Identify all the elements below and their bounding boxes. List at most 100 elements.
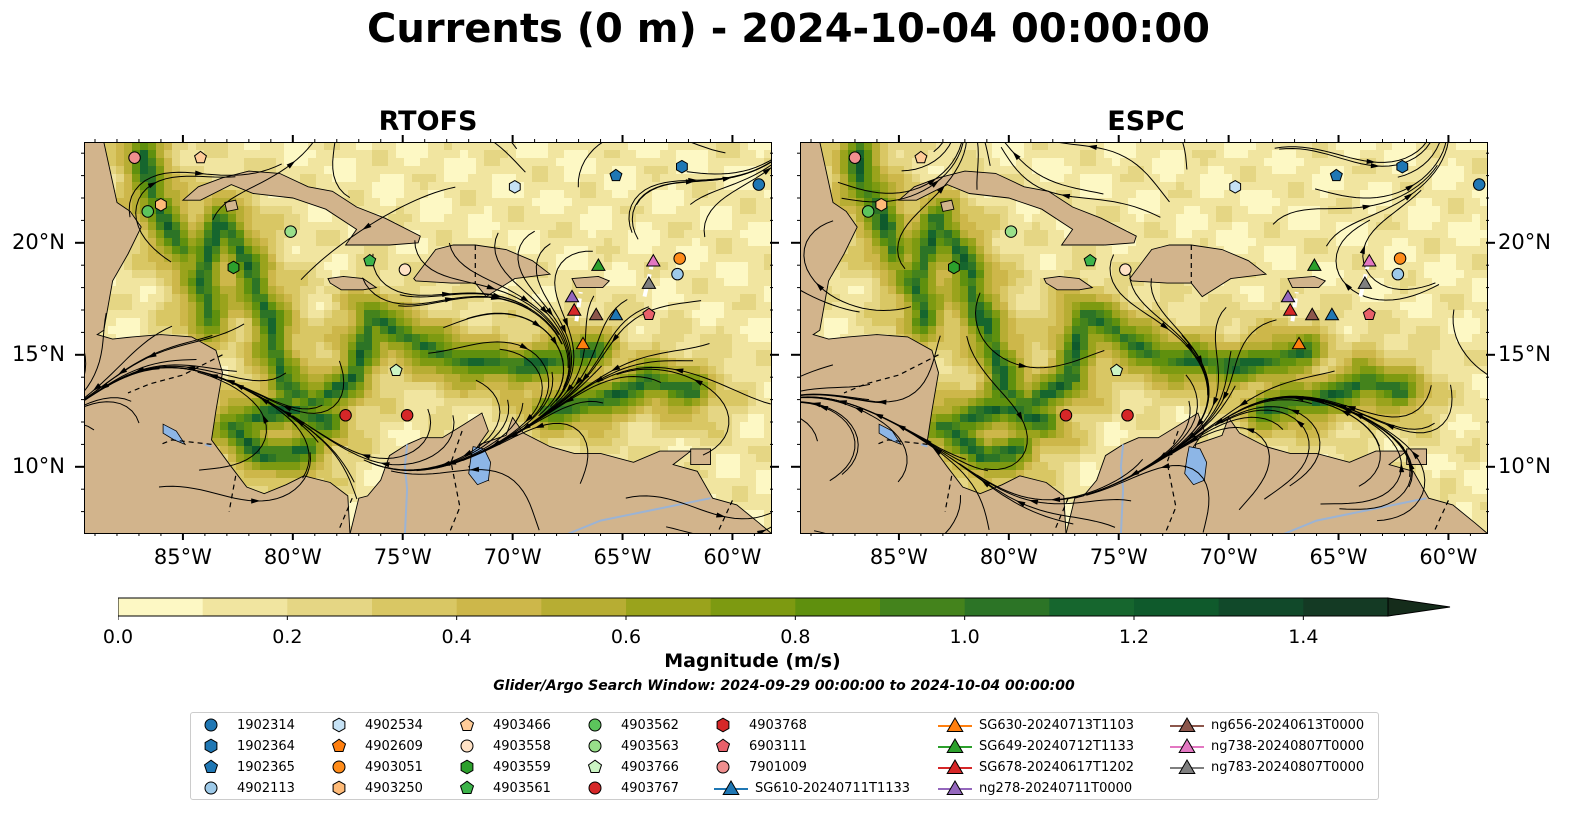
lon-tick-label: 60°W	[703, 545, 762, 569]
marker-4903561[interactable]	[1083, 253, 1097, 267]
marker-ng656[interactable]	[1304, 307, 1320, 321]
legend-marker-icon	[588, 781, 602, 795]
legend-marker-icon	[588, 718, 602, 732]
legend-marker-icon	[204, 738, 218, 754]
marker-4903561[interactable]	[363, 253, 377, 267]
marker-4903766[interactable]	[389, 363, 403, 376]
legend-label: SG649-20240712T1133	[979, 738, 1135, 754]
legend-item: 4903250	[329, 778, 423, 798]
legend-label: ng783-20240807T0000	[1211, 759, 1365, 775]
marker-SG630[interactable]	[1291, 336, 1307, 350]
float-markers	[848, 150, 1486, 422]
marker-1902364[interactable]	[676, 159, 688, 174]
marker-SG630[interactable]	[575, 336, 591, 350]
marker-ng278[interactable]	[564, 289, 580, 303]
legend: 1902314 1902364 1902365 4902113 4902534 49026…	[190, 712, 1379, 800]
colorbar-segment	[1218, 598, 1304, 616]
marker-4903558[interactable]	[1119, 263, 1132, 276]
espc-map[interactable]	[800, 142, 1488, 534]
marker-SG678[interactable]	[1282, 302, 1298, 316]
marker-SG610[interactable]	[608, 307, 624, 321]
marker-SG678[interactable]	[566, 302, 582, 316]
marker-4903466[interactable]	[194, 150, 207, 164]
colorbar-segment	[202, 598, 288, 616]
lat-tick-label-left: 15°N	[12, 341, 65, 366]
marker-4903563[interactable]	[1004, 225, 1018, 238]
legend-item: 4902113	[201, 778, 295, 798]
legend-label: 6903111	[749, 738, 807, 754]
marker-SG610[interactable]	[1324, 307, 1340, 321]
marker-ng738[interactable]	[1361, 253, 1377, 267]
marker-4903051[interactable]	[1393, 252, 1407, 265]
marker-1902314[interactable]	[1472, 178, 1486, 191]
marker-4903559[interactable]	[948, 260, 960, 275]
legend-marker-icon	[459, 717, 475, 731]
marker-4903767a[interactable]	[1059, 409, 1073, 422]
marker-4902113[interactable]	[1391, 267, 1405, 281]
marker-ng738[interactable]	[645, 253, 661, 267]
colorbar-segment	[710, 598, 796, 616]
marker-6903111[interactable]	[1362, 307, 1376, 320]
marker-4903767b[interactable]	[400, 409, 414, 422]
rtofs-panel-title: RTOFS	[378, 106, 478, 137]
search-window-subtitle: Glider/Argo Search Window: 2024-09-29 00…	[493, 678, 1075, 694]
colorbar-tick-label: 0.6	[610, 626, 642, 648]
marker-SG649[interactable]	[590, 257, 606, 271]
legend-marker-icon	[204, 781, 218, 795]
lon-tick-label: 85°W	[153, 545, 212, 569]
legend-marker-icon	[938, 780, 972, 795]
marker-1902365[interactable]	[1329, 168, 1343, 182]
marker-4903558[interactable]	[398, 263, 412, 276]
colorbar-segment	[541, 598, 627, 616]
marker-1902365[interactable]	[609, 168, 623, 182]
marker-ng783[interactable]	[641, 276, 657, 289]
marker-7901009[interactable]	[848, 151, 862, 164]
marker-4903767b[interactable]	[1121, 409, 1134, 422]
lon-tick-label: 65°W	[593, 545, 652, 569]
legend-item: 1902365	[201, 757, 295, 777]
legend-item: 4902609	[329, 736, 423, 756]
colorbar-segment	[795, 598, 881, 616]
marker-4903559[interactable]	[227, 260, 240, 275]
legend-label: 4903562	[621, 717, 679, 733]
marker-ng783[interactable]	[1357, 276, 1373, 289]
marker-4903767a[interactable]	[339, 409, 352, 422]
colorbar-extend-arrow	[1387, 597, 1451, 617]
legend-item: 6903111	[713, 736, 807, 756]
marker-7901009[interactable]	[128, 151, 141, 164]
marker-6903111[interactable]	[642, 307, 656, 320]
legend-item: ng783-20240807T0000	[1169, 757, 1364, 777]
marker-4903562[interactable]	[861, 205, 875, 218]
legend-item: 4903558	[457, 736, 551, 756]
marker-1902364[interactable]	[1396, 159, 1409, 174]
lon-tick-label: 75°W	[1089, 545, 1148, 569]
marker-4903562[interactable]	[141, 205, 155, 218]
legend-marker-icon	[1170, 717, 1204, 732]
legend-item: 4903768	[713, 715, 807, 735]
legend-item: 4903767	[585, 778, 679, 798]
marker-ng656[interactable]	[588, 307, 604, 321]
marker-4903051[interactable]	[673, 252, 686, 265]
marker-4903766[interactable]	[1110, 363, 1124, 376]
marker-4903466[interactable]	[914, 150, 928, 164]
legend-marker-icon	[938, 738, 972, 753]
marker-1902314[interactable]	[752, 178, 766, 191]
marker-4903250[interactable]	[155, 197, 167, 212]
legend-label: SG630-20240713T1103	[979, 717, 1135, 733]
legend-marker-icon	[204, 718, 218, 732]
legend-marker-icon	[938, 759, 972, 774]
legend-item: SG649-20240712T1133	[937, 736, 1134, 756]
legend-label: 4902534	[365, 717, 423, 733]
marker-4903250[interactable]	[875, 197, 888, 212]
rtofs-map[interactable]	[84, 142, 772, 534]
marker-SG649[interactable]	[1306, 257, 1322, 271]
marker-ng278[interactable]	[1280, 289, 1296, 303]
land-layer	[84, 142, 772, 534]
marker-4903563[interactable]	[284, 225, 297, 238]
marker-4902534[interactable]	[1229, 180, 1242, 194]
legend-label: ng656-20240613T0000	[1211, 717, 1365, 733]
legend-marker-icon	[332, 760, 346, 774]
marker-4902534[interactable]	[508, 180, 521, 194]
lat-tick-label-right: 20°N	[1498, 229, 1551, 254]
marker-4902113[interactable]	[671, 267, 684, 281]
